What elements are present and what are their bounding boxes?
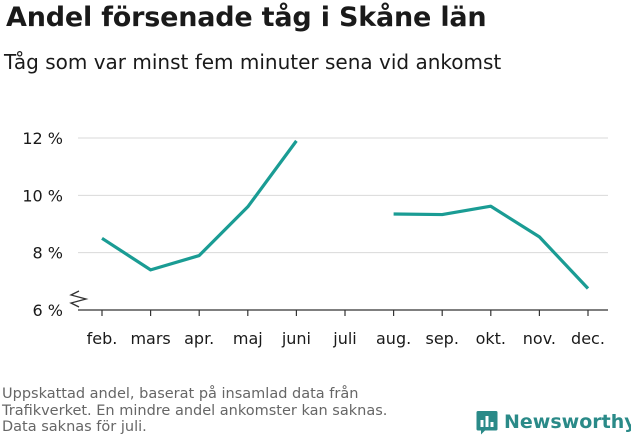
series-line-segment (393, 204, 590, 290)
x-tick-label: juni (281, 329, 311, 348)
newsworthy-logo-icon (476, 410, 498, 434)
chart-subtitle: Tåg som var minst fem minuter sena vid a… (4, 50, 502, 74)
brand-name: Newsworthy (504, 411, 631, 433)
footnote: Uppskattad andel, baserat på insamlad da… (2, 386, 442, 436)
footnote-line-1: Uppskattad andel, baserat på insamlad da… (2, 386, 359, 402)
x-tick-label: dec. (571, 329, 605, 348)
brand-logo: Newsworthy (476, 409, 631, 435)
x-tick-label: apr. (184, 329, 214, 348)
y-tick-label: 10 % (22, 186, 63, 205)
x-tick-label: okt. (476, 329, 506, 348)
line-chart: 6 % 8 % 10 % 12 % feb. mars apr. maj juni juli aug… (22, 129, 608, 348)
x-tick-label: maj (233, 329, 263, 348)
y-tick-label: 6 % (33, 301, 63, 320)
x-tick-label: juli (332, 329, 356, 348)
x-tick-label: mars (130, 329, 170, 348)
y-tick-label: 12 % (22, 129, 63, 148)
y-tick-label: 8 % (33, 244, 63, 263)
footnote-line-2: Trafikverket. En mindre andel ankomster … (2, 402, 388, 419)
series-line-segment (101, 139, 298, 272)
x-tick-label: aug. (376, 329, 411, 348)
axis-break-icon (69, 290, 89, 308)
x-tick-label: nov. (523, 329, 556, 348)
chart-title: Andel försenade tåg i Skåne län (6, 2, 487, 33)
x-tick-label: sep. (425, 329, 458, 348)
footnote-line-3: Data saknas för juli. (2, 419, 147, 435)
x-tick-label: feb. (87, 329, 118, 348)
